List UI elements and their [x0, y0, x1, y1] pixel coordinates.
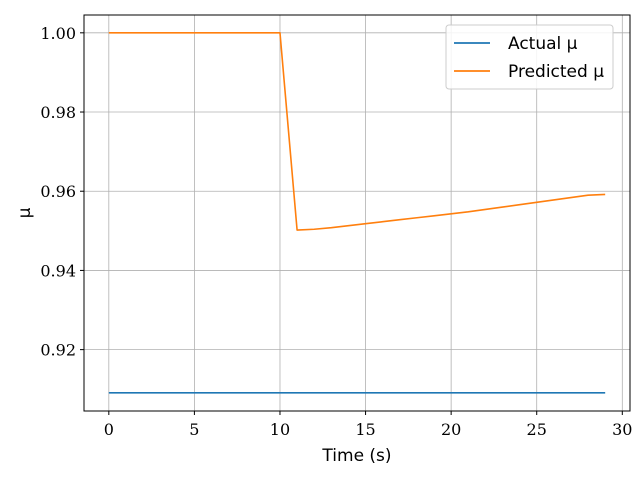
- series-lines: [108, 32, 606, 394]
- legend-label: Actual μ: [508, 34, 578, 54]
- x-tick-label: 15: [355, 420, 375, 439]
- y-tick-label: 1.00: [40, 24, 76, 43]
- x-tick-label: 10: [270, 420, 290, 439]
- y-tick-label: 0.92: [40, 341, 76, 360]
- x-axis-label: Time (s): [321, 446, 391, 466]
- x-tick-label: 0: [104, 420, 114, 439]
- y-tick-label: 0.98: [40, 103, 76, 122]
- legend-label: Predicted μ: [508, 62, 604, 82]
- legend: Actual μ Predicted μ: [445, 24, 614, 90]
- x-tick-label: 5: [189, 420, 199, 439]
- series-line-predicted-mu: [108, 32, 606, 231]
- y-tick-label: 0.96: [40, 182, 76, 201]
- legend-box: [445, 24, 614, 90]
- x-tick-label: 20: [441, 420, 461, 439]
- x-tick-label: 25: [527, 420, 547, 439]
- y-axis-label: μ: [15, 207, 35, 218]
- y-tick-label: 0.94: [40, 261, 76, 280]
- x-tick-label: 30: [612, 420, 632, 439]
- ticks: 0 5 10 15 20 25 30 0.92 0.94 0.96 0.98 1.00: [40, 24, 632, 439]
- plot-frame: [83, 14, 631, 412]
